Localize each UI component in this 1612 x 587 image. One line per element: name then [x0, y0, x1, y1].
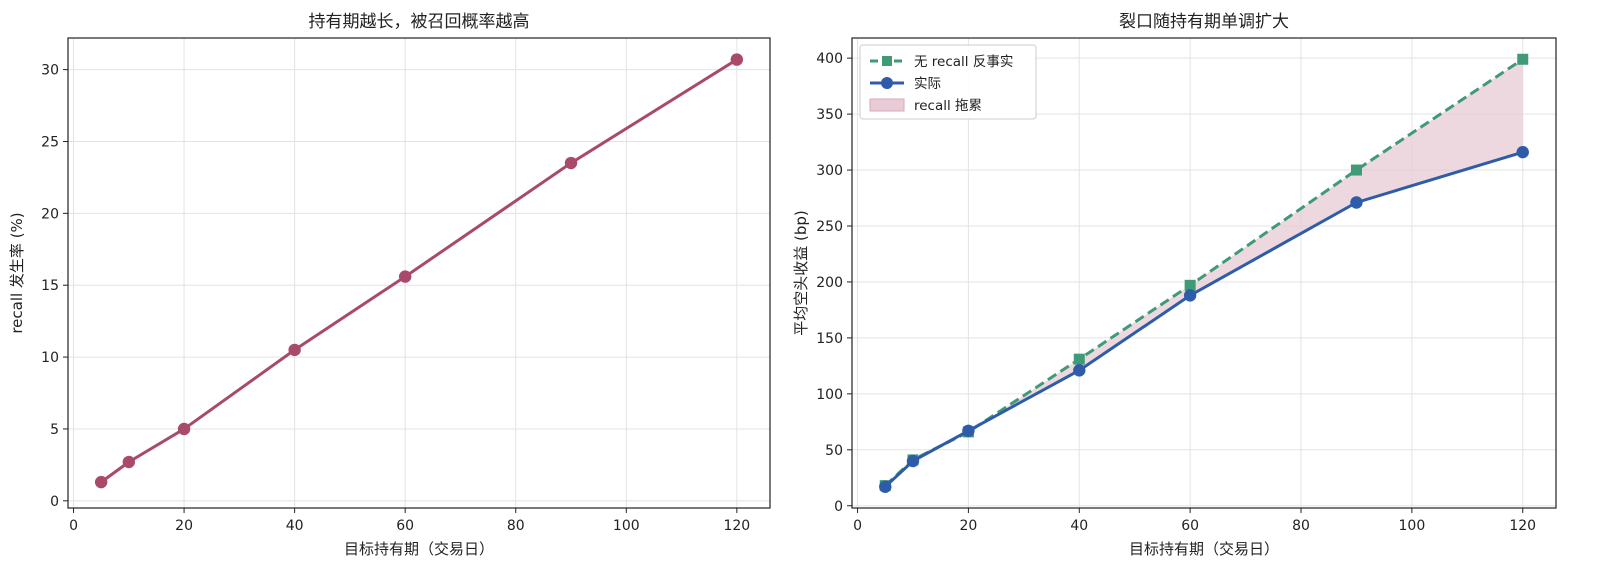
x-tick-label: 20: [959, 518, 977, 534]
y-tick-label: 15: [41, 278, 59, 294]
data-point: [564, 156, 578, 170]
legend-label: 实际: [914, 76, 941, 92]
data-point: [1350, 196, 1363, 209]
x-axis-label: 目标持有期（交易日）: [1129, 540, 1279, 558]
chart-2: 0 20 40 60 80 100 120 0 50 100 150 200 250 300 350 400 裂…: [792, 12, 1557, 558]
y-tick-label: 10: [41, 350, 59, 366]
data-point: [398, 270, 412, 283]
x-tick-label: 60: [396, 518, 414, 534]
chart-1: 0 20 40 60 80 100 120 0 5 10 15 20 25 30 持有期越长，被召回概率越高…: [8, 12, 771, 558]
y-axis-label: recall 发生率 (%): [8, 212, 26, 333]
legend-label: recall 拖累: [914, 98, 982, 114]
data-point: [94, 475, 108, 489]
data-point: [1073, 364, 1086, 377]
data-point: [1517, 53, 1529, 65]
data-point: [1183, 289, 1197, 302]
legend-swatch: [869, 98, 905, 112]
x-tick-label: 120: [723, 518, 750, 534]
x-tick-label: 80: [1292, 518, 1310, 534]
data-point: [122, 455, 136, 469]
y-tick-label: 250: [816, 219, 843, 235]
y-tick-label: 50: [825, 443, 843, 459]
y-tick-label: 350: [816, 107, 843, 123]
y-tick-label: 0: [50, 494, 59, 510]
x-tick-label: 40: [1070, 518, 1088, 534]
plot-area: [68, 38, 770, 508]
data-point: [1516, 145, 1529, 159]
y-tick-label: 200: [816, 275, 843, 291]
x-tick-label: 20: [175, 518, 193, 534]
chart-title: 裂口随持有期单调扩大: [1119, 12, 1289, 32]
y-tick-label: 150: [816, 331, 843, 347]
data-point: [288, 343, 301, 357]
x-tick-label: 120: [1509, 518, 1536, 534]
y-tick-label: 400: [816, 51, 843, 67]
data-point: [906, 454, 920, 468]
x-tick-label: 0: [69, 518, 78, 534]
data-point: [1184, 279, 1196, 291]
y-tick-label: 25: [41, 134, 59, 150]
axes-frame: [851, 37, 1557, 509]
x-tick-label: 100: [1399, 518, 1426, 534]
y-tick-label: 100: [816, 387, 843, 403]
data-point: [177, 422, 191, 436]
series-1: [94, 53, 744, 489]
data-point: [1073, 353, 1085, 365]
x-axis-label: 目标持有期（交易日）: [344, 540, 494, 558]
chart-title: 持有期越长，被召回概率越高: [309, 12, 530, 32]
x-tick-label: 60: [1181, 518, 1199, 534]
series-2: [879, 145, 1529, 493]
legend-label: 无 recall 反事实: [914, 54, 1013, 70]
legend-marker: [881, 77, 893, 89]
y-axis-label: 平均空头收益 (bp): [792, 210, 810, 336]
data-point: [1350, 164, 1362, 176]
y-tick-label: 300: [816, 163, 843, 179]
data-point: [962, 424, 975, 437]
y-tick-label: 5: [50, 422, 59, 438]
y-tick-label: 20: [41, 206, 59, 222]
y-tick-label: 30: [41, 63, 59, 79]
grid: [68, 38, 770, 508]
y-tick-label: 0: [834, 499, 843, 515]
axes-frame: [67, 37, 771, 509]
x-tick-label: 40: [286, 518, 304, 534]
data-point: [879, 480, 892, 493]
data-point: [730, 53, 744, 66]
x-tick-label: 80: [507, 518, 525, 534]
x-tick-label: 100: [613, 518, 640, 534]
legend-marker: [882, 56, 892, 66]
x-tick-label: 0: [853, 518, 862, 534]
